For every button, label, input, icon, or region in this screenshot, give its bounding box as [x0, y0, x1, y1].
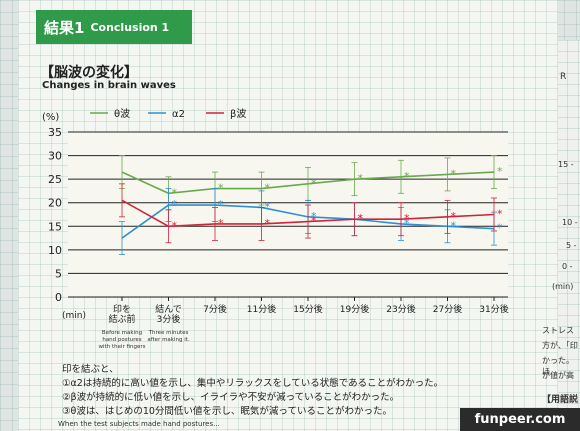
- side-text-3: かった。ほ: [542, 356, 574, 376]
- significance-marker: *: [451, 167, 457, 180]
- legend-label: α2: [172, 109, 185, 120]
- y-tick-label: 25: [48, 173, 62, 186]
- x-tick-note: Three minutes: [148, 330, 189, 336]
- notes-line-1: ①α2は持続的に高い値を示し、集中やリラックスをしている状態であることがわかった…: [62, 378, 444, 389]
- side-text-5: 【用語説: [542, 395, 579, 405]
- x-tick-label: 印を: [113, 303, 131, 315]
- y-tick-label: 0: [55, 291, 62, 304]
- y-axis-label: (%): [42, 112, 59, 123]
- banner-en: Conclusion 1: [90, 20, 170, 34]
- legend-label: β波: [230, 107, 246, 120]
- series-2: * * * * * * * *: [119, 183, 503, 244]
- x-tick-label: 11分後: [247, 303, 276, 315]
- side-tick-0: 0 -: [562, 262, 573, 271]
- side-tick-15: 15 -: [558, 160, 574, 169]
- significance-marker: *: [497, 208, 503, 221]
- side-text-2: 方が、「印: [542, 341, 578, 350]
- heading-jp: 【脳波の変化】: [40, 65, 138, 81]
- significance-marker: *: [311, 210, 317, 223]
- significance-marker: *: [218, 182, 224, 195]
- y-tick-label: 35: [48, 126, 62, 139]
- x-tick-label: 3分後: [157, 313, 181, 325]
- significance-marker: *: [451, 219, 457, 232]
- significance-marker: *: [172, 219, 178, 232]
- notes-line-2: ②β波が持続的に低い値を示し、イライラや不安が減っていることがわかった。: [62, 392, 400, 403]
- banner-jp: 結果1: [44, 18, 85, 37]
- side-tick-5: 5 -: [566, 241, 577, 250]
- x-tick-label: 15分後: [293, 303, 322, 315]
- significance-marker: *: [497, 165, 503, 178]
- x-tick-label: 結んで: [155, 303, 182, 315]
- significance-marker: *: [497, 222, 503, 235]
- side-label-r: R: [560, 72, 567, 82]
- y-tick-label: 5: [55, 267, 62, 280]
- y-tick-label: 20: [48, 197, 62, 210]
- y-tick-label: 15: [48, 220, 62, 233]
- significance-marker: *: [451, 210, 457, 223]
- significance-marker: *: [404, 170, 410, 183]
- notes-intro: 印を結ぶと、: [62, 364, 119, 375]
- side-text-1: ストレス: [542, 326, 574, 335]
- x-tick-label: 結ぶ前: [108, 313, 135, 325]
- legend-label: θ波: [114, 107, 130, 120]
- significance-marker: *: [218, 217, 224, 230]
- significance-marker: *: [265, 182, 271, 195]
- x-tick-label: 7分後: [203, 303, 227, 315]
- x-tick-note: after making it.: [147, 337, 190, 343]
- significance-marker: *: [218, 198, 224, 211]
- x-tick-label: 23分後: [386, 303, 415, 315]
- significance-marker: *: [172, 198, 178, 211]
- watermark: funpeer.com: [460, 408, 580, 431]
- plot-area: [68, 132, 508, 297]
- notes: 印を結ぶと、 ①α2は持続的に高い値を示し、集中やリラックスをしている状態である…: [62, 363, 443, 419]
- x-tick-label: 31分後: [479, 303, 508, 315]
- significance-marker: *: [358, 212, 364, 225]
- conclusion-banner: 結果1 Conclusion 1: [36, 10, 192, 44]
- y-tick-label: 30: [48, 150, 62, 163]
- side-tick-10: 10 -: [562, 218, 578, 227]
- significance-marker: *: [172, 186, 178, 199]
- x-tick-note: Before making: [102, 330, 142, 336]
- x-tick-label: 19分後: [340, 303, 369, 315]
- notes-line-3: ③θ波は、はじめの10分間低い値を示し、眠気が減っていることがわかった。: [62, 406, 392, 417]
- significance-marker: *: [311, 177, 317, 190]
- significance-marker: *: [404, 217, 410, 230]
- significance-marker: *: [311, 215, 317, 228]
- side-unit: (min): [552, 282, 574, 291]
- x-tick-note: with their fingers: [99, 344, 146, 350]
- series-0: * * * * * * * *: [119, 155, 503, 211]
- significance-marker: *: [358, 172, 364, 185]
- significance-marker: *: [404, 212, 410, 225]
- significance-marker: *: [265, 200, 271, 213]
- significance-marker: *: [265, 217, 271, 230]
- footer-english: When the test subjects made hand posture…: [58, 420, 220, 428]
- x-tick-label: 27分後: [433, 303, 462, 315]
- x-axis-label: (min): [62, 311, 86, 321]
- side-text-4: が値が高: [542, 371, 574, 380]
- y-tick-label: 10: [48, 244, 62, 257]
- heading-en: Changes in brain waves: [42, 80, 176, 91]
- x-tick-note: hand postures: [102, 337, 141, 343]
